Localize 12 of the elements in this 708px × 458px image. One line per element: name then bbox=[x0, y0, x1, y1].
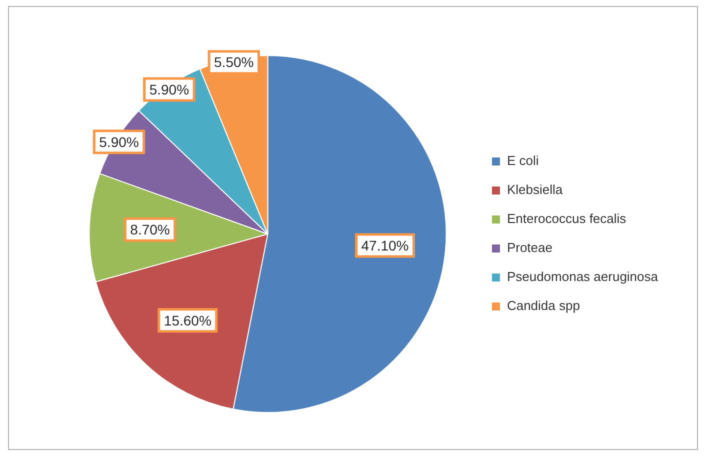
legend-label: Pseudomonas aeruginosa bbox=[506, 269, 659, 284]
data-label: 5.50% bbox=[214, 54, 254, 70]
legend-label: Proteae bbox=[506, 240, 552, 256]
data-label: 15.60% bbox=[164, 312, 212, 328]
data-label: 5.90% bbox=[149, 81, 190, 98]
legend-label: Enterococcus fecalis bbox=[506, 211, 627, 226]
data-label: 8.70% bbox=[130, 221, 170, 238]
legend-label: E coli bbox=[506, 153, 539, 168]
legend-label: Candida spp bbox=[506, 298, 580, 314]
legend-label: Klebsiella bbox=[506, 182, 564, 198]
data-label: 47.10% bbox=[361, 237, 409, 254]
data-label: 5.90% bbox=[99, 134, 139, 150]
